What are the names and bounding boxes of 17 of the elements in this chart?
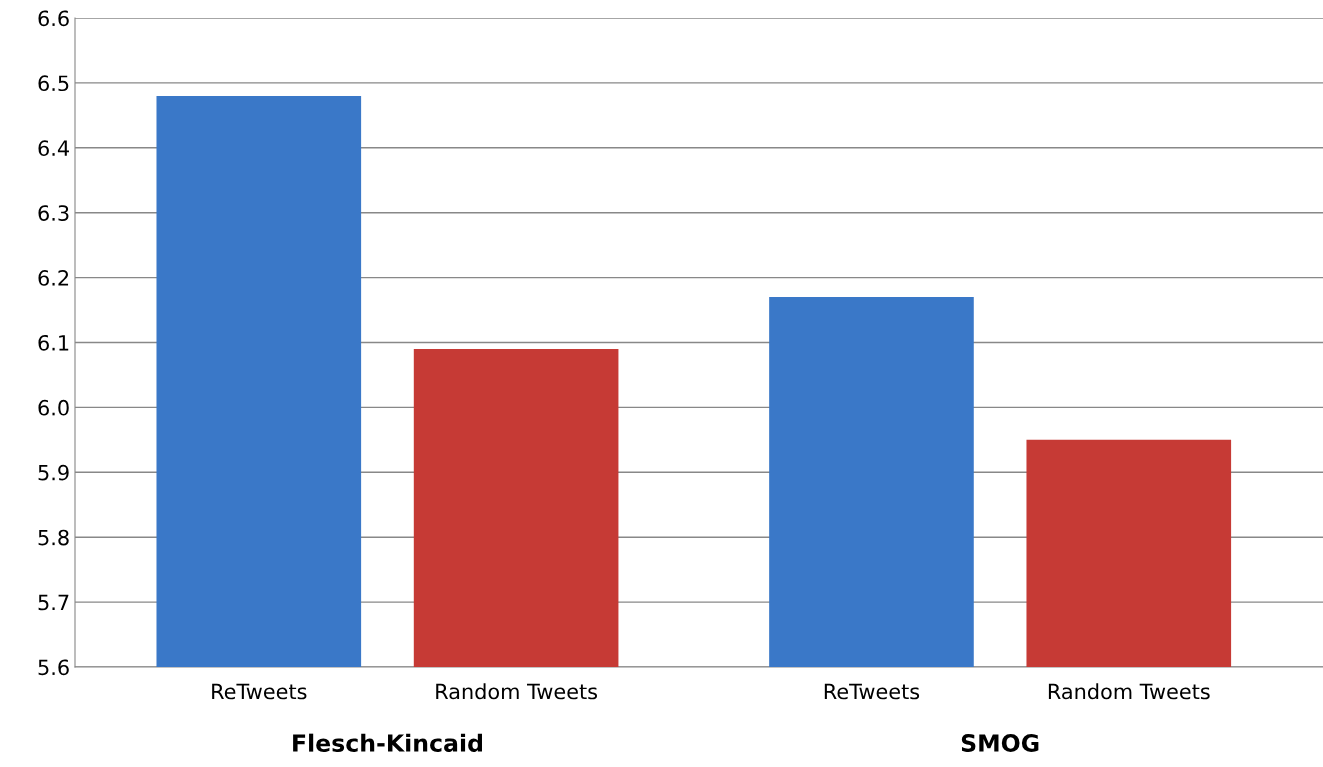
text: Random Tweets [1048, 683, 1210, 700]
y-tick-label: 6.5 [38, 75, 69, 92]
series-label: Random Tweets [436, 683, 598, 700]
y-tick-label: 5.8 [38, 529, 69, 546]
x-tick-label: Flesch-Kincaid [293, 733, 482, 752]
y-tick-label: 6.4 [38, 140, 69, 157]
y-tick-label: 6.6 [38, 10, 69, 27]
text: ReTweets [824, 683, 920, 700]
series-label: ReTweets [212, 683, 307, 700]
x-tick-label: SMOG [961, 734, 1039, 752]
y-tick-label: 5.9 [38, 464, 69, 481]
y-tick-label: 6.1 [38, 334, 69, 351]
y-tick-label: 6.2 [38, 270, 69, 286]
y-tick-label: 5.7 [38, 594, 69, 611]
y-tick-label: 5.6 [38, 659, 69, 676]
y-tick-label: 6.0 [38, 399, 69, 416]
y-tick-label: 6.3 [38, 205, 69, 221]
